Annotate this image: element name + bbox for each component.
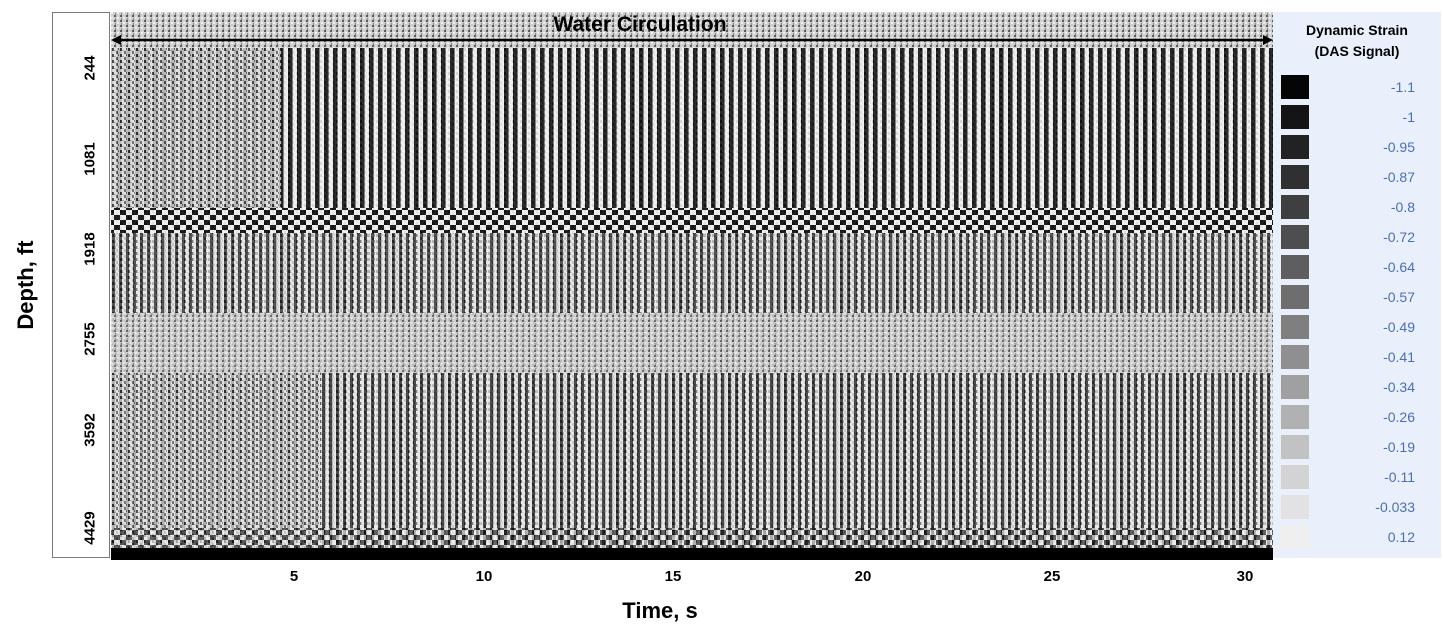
colorbar-entry: -0.72 [1273,225,1441,251]
colorbar-entry: -0.8 [1273,195,1441,221]
colorbar-entry: -0.11 [1273,465,1441,491]
x-tick-label: 25 [1043,568,1061,585]
colorbar-value-label: -0.72 [1383,229,1415,245]
colorbar-title: Dynamic Strain (DAS Signal) [1273,20,1441,62]
colorbar-swatch [1281,105,1309,129]
colorbar-swatch [1281,405,1309,429]
colorbar-value-label: -0.26 [1383,409,1415,425]
colorbar-entry: -1.1 [1273,75,1441,101]
x-tick-label: 5 [289,568,299,585]
colorbar-value-label: -0.19 [1383,439,1415,455]
das-waterfall-image [111,12,1273,560]
x-tick-label: 30 [1236,568,1254,585]
x-tick-label: 20 [854,568,872,585]
colorbar-legend: Dynamic Strain (DAS Signal) -1.1 -1 -0.95 -… [1273,12,1441,558]
water-circulation-arrow [111,35,1273,45]
colorbar-entry: -0.26 [1273,405,1441,431]
colorbar-entry: 0.12 [1273,525,1441,551]
colorbar-swatch [1281,225,1309,249]
colorbar-entry: -0.19 [1273,435,1441,461]
colorbar-swatch [1281,285,1309,309]
colorbar-value-label: -0.49 [1383,319,1415,335]
colorbar-swatch [1281,375,1309,399]
colorbar-value-label: -1.1 [1390,79,1415,95]
colorbar-value-label: 0.12 [1387,529,1415,545]
x-axis-label: Time, s [622,598,698,623]
colorbar-swatch [1281,435,1309,459]
colorbar-value-label: -0.41 [1383,349,1415,365]
colorbar-swatch [1281,75,1309,99]
x-tick-label: 10 [475,568,493,585]
colorbar-swatch [1281,135,1309,159]
colorbar-swatch [1281,525,1309,549]
colorbar-entry: -0.87 [1273,165,1441,191]
colorbar-entry: -0.64 [1273,255,1441,281]
colorbar-swatch [1281,165,1309,189]
x-tick-label: 15 [664,568,682,585]
colorbar-swatch [1281,495,1309,519]
colorbar-value-label: -0.57 [1383,289,1415,305]
colorbar-value-label: -0.64 [1383,259,1415,275]
colorbar-value-label: -0.87 [1383,169,1415,185]
colorbar-value-label: -1 [1402,109,1415,125]
colorbar-entry: -0.95 [1273,135,1441,161]
colorbar-value-label: -0.95 [1383,139,1415,155]
colorbar-value-label: -0.34 [1383,379,1415,395]
colorbar-value-label: -0.033 [1375,499,1415,515]
y-axis-frame [52,12,110,558]
colorbar-entry: -0.41 [1273,345,1441,371]
colorbar-swatch [1281,345,1309,369]
colorbar-swatch [1281,255,1309,279]
colorbar-value-label: -0.11 [1384,469,1415,485]
colorbar-swatch [1281,195,1309,219]
colorbar-entry: -0.57 [1273,285,1441,311]
colorbar-value-label: -0.8 [1390,199,1415,215]
colorbar-title-line2: (DAS Signal) [1314,43,1400,59]
colorbar-entry: -0.34 [1273,375,1441,401]
colorbar-swatch [1281,315,1309,339]
chart-title: Water Circulation [553,13,727,36]
colorbar-entry: -0.033 [1273,495,1441,521]
colorbar-entry: -0.49 [1273,315,1441,341]
colorbar-title-line1: Dynamic Strain [1306,22,1408,38]
colorbar-swatch [1281,465,1309,489]
colorbar-entry: -1 [1273,105,1441,131]
